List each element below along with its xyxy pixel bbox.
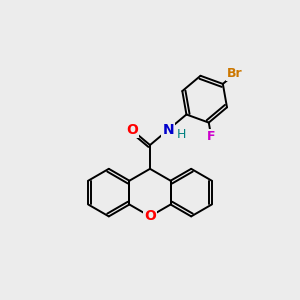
Text: O: O	[126, 123, 138, 137]
Text: O: O	[144, 209, 156, 224]
Text: Br: Br	[227, 68, 242, 80]
Text: H: H	[177, 128, 186, 141]
Text: F: F	[207, 130, 215, 143]
Text: N: N	[162, 123, 174, 137]
